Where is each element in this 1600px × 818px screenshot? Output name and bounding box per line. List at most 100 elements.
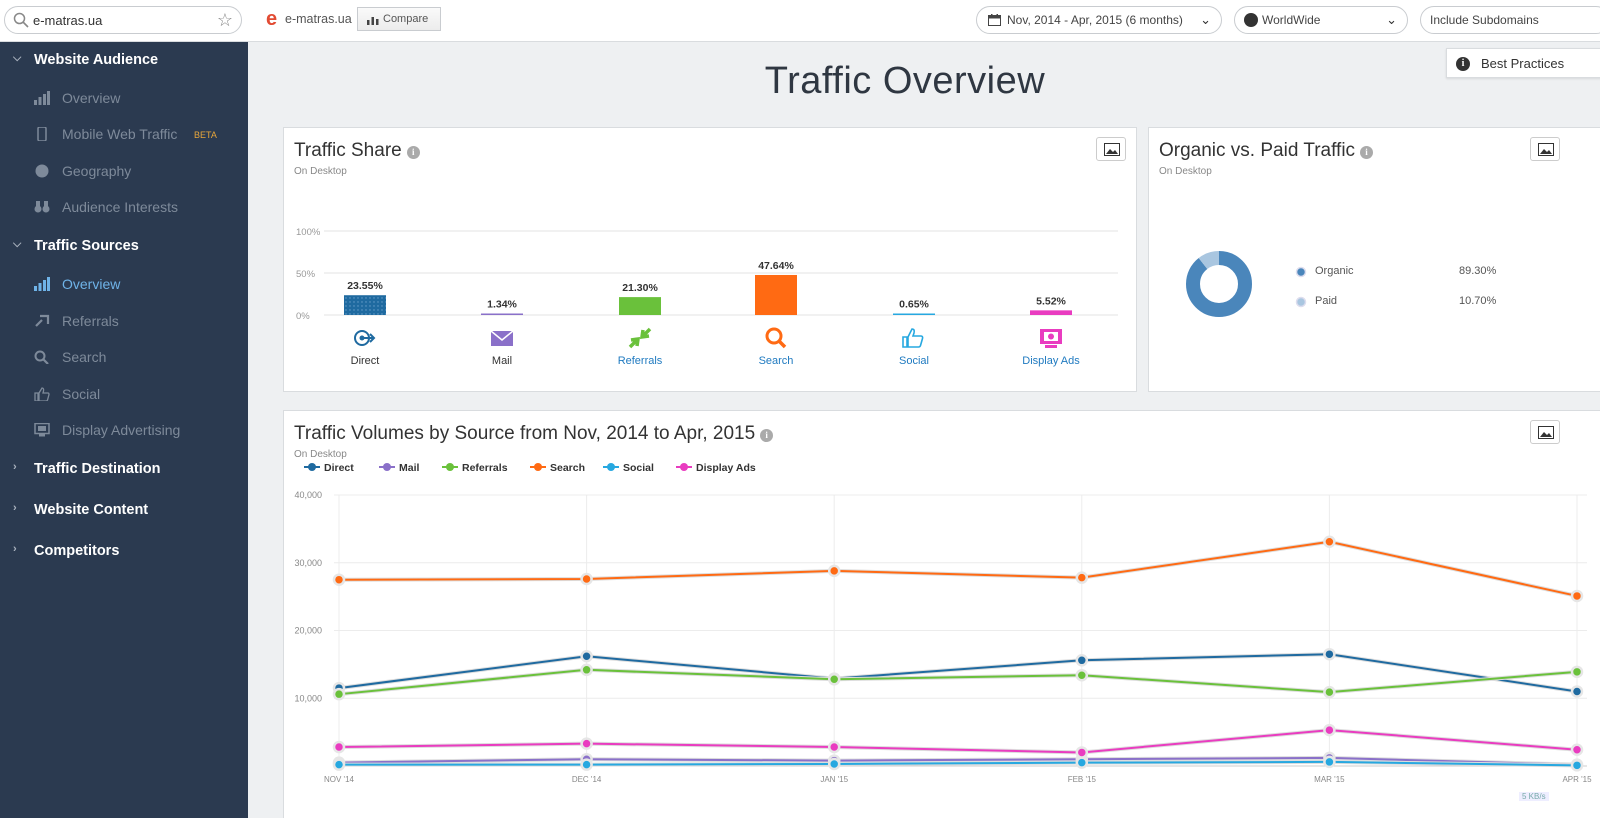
legend-label: Referrals	[462, 462, 508, 474]
series-line-search[interactable]	[338, 540, 1578, 597]
data-point[interactable]	[580, 663, 593, 677]
site-search-input[interactable]	[33, 10, 213, 30]
bar-mail[interactable]	[481, 313, 523, 316]
data-point[interactable]	[580, 572, 593, 586]
legend-item-mail[interactable]: Mail	[379, 462, 419, 474]
data-point[interactable]	[1570, 685, 1584, 698]
sidebar-item-audience-overview[interactable]: Overview	[0, 85, 248, 111]
source-label-social[interactable]: Social	[899, 355, 929, 367]
legend-item-social[interactable]: Social	[603, 462, 654, 474]
data-point[interactable]	[1075, 668, 1089, 682]
search-icon	[13, 12, 29, 28]
region-select[interactable]: WorldWide ⌄	[1234, 6, 1408, 34]
data-point[interactable]	[580, 737, 593, 750]
sidebar-item-geography[interactable]: Geography	[0, 158, 248, 184]
social-icon	[902, 328, 924, 348]
data-point[interactable]	[827, 673, 841, 686]
legend-item-display-ads[interactable]: Display Ads	[676, 462, 756, 474]
series-line-referrals[interactable]	[338, 668, 1578, 696]
data-point[interactable]	[1075, 746, 1089, 759]
bar-display-ads[interactable]	[1030, 310, 1072, 315]
legend-item-search[interactable]: Search	[530, 462, 585, 474]
site-search-box[interactable]: ☆	[4, 6, 242, 34]
bar-social[interactable]	[893, 313, 935, 316]
data-point[interactable]	[1075, 756, 1089, 769]
data-point[interactable]	[1075, 571, 1089, 584]
data-point[interactable]	[580, 649, 593, 663]
compare-button[interactable]: Compare	[357, 7, 441, 31]
y-tick-label: 20,000	[294, 626, 322, 636]
data-point[interactable]	[1075, 654, 1089, 667]
sidebar: ⌵ Website Audience Overview Mobile Web T…	[0, 42, 248, 818]
page-title: Traffic Overview	[764, 60, 1046, 102]
data-point[interactable]	[1323, 723, 1336, 737]
bar-value-label: 0.65%	[899, 299, 929, 311]
data-point[interactable]	[1323, 647, 1336, 661]
legend-item-direct[interactable]: Direct	[304, 462, 354, 474]
organic-paid-subtitle: On Desktop	[1159, 166, 1212, 177]
data-point[interactable]	[1570, 589, 1584, 603]
y-tick-label: 0%	[296, 311, 310, 322]
sidebar-item-sources-overview[interactable]: Overview	[0, 271, 248, 297]
sidebar-item-social[interactable]: Social	[0, 381, 248, 407]
source-label-referrals[interactable]: Referrals	[617, 355, 663, 367]
export-image-button[interactable]	[1096, 137, 1126, 161]
sidebar-item-audience-interests[interactable]: Audience Interests	[0, 194, 248, 220]
data-point[interactable]	[1570, 665, 1584, 679]
chevron-down-icon: ⌄	[1200, 12, 1211, 27]
sidebar-section-competitors[interactable]: › Competitors	[13, 543, 120, 559]
export-image-button[interactable]	[1530, 420, 1560, 444]
sidebar-section-website-audience[interactable]: ⌵ Website Audience	[13, 52, 159, 68]
legend-item-referrals[interactable]: Referrals	[442, 462, 508, 474]
legend-swatch	[379, 463, 395, 471]
data-point[interactable]	[332, 573, 346, 586]
source-label-mail[interactable]: Mail	[491, 355, 513, 367]
star-icon[interactable]: ☆	[216, 10, 233, 30]
info-icon[interactable]: i	[760, 429, 774, 442]
sidebar-section-traffic-sources[interactable]: ⌵ Traffic Sources	[13, 238, 139, 254]
donut-slice-paid[interactable]	[1186, 251, 1252, 317]
legend-swatch	[304, 463, 320, 471]
sidebar-section-website-content[interactable]: › Website Content	[13, 502, 149, 518]
series-line-direct[interactable]	[338, 653, 1578, 693]
data-point[interactable]	[1323, 755, 1336, 769]
sidebar-section-traffic-destination[interactable]: › Traffic Destination	[13, 461, 161, 477]
data-point[interactable]	[332, 687, 346, 701]
data-point[interactable]	[827, 757, 841, 771]
bar-referrals[interactable]	[619, 297, 661, 315]
chevron-down-icon: ⌵	[13, 238, 22, 250]
data-point[interactable]	[1323, 685, 1336, 699]
data-point[interactable]	[332, 758, 346, 771]
donut-slice-organic[interactable]	[1186, 251, 1252, 317]
data-point[interactable]	[332, 740, 346, 754]
source-label-direct[interactable]: Direct	[350, 355, 380, 367]
sidebar-item-display-advertising[interactable]: Display Advertising	[0, 417, 248, 443]
data-point[interactable]	[827, 564, 841, 578]
top-bar: ☆ e e-matras.ua Compare Nov, 2014 - Apr,…	[0, 0, 1600, 42]
info-icon[interactable]: i	[406, 146, 420, 159]
series-line-mail[interactable]	[338, 756, 1578, 766]
data-point[interactable]	[580, 758, 593, 771]
data-point[interactable]	[1570, 743, 1584, 756]
bar-chart-icon	[367, 17, 379, 25]
data-point[interactable]	[1323, 535, 1336, 548]
series-line-social[interactable]	[339, 760, 1578, 767]
bar-search[interactable]	[755, 274, 797, 315]
export-image-button[interactable]	[1530, 137, 1560, 161]
sidebar-item-referrals[interactable]: Referrals	[0, 308, 248, 334]
calendar-icon	[988, 14, 1001, 26]
source-label-search[interactable]: Search	[758, 355, 794, 367]
best-practices-button[interactable]: i Best Practices	[1446, 48, 1600, 78]
data-point[interactable]	[827, 740, 841, 754]
sidebar-item-search[interactable]: Search	[0, 344, 248, 370]
sidebar-item-mobile-web-traffic[interactable]: Mobile Web Traffic BETA	[0, 121, 248, 147]
source-label-display-ads[interactable]: Display Ads	[1022, 355, 1080, 367]
referrals-icon	[628, 327, 652, 349]
bar-direct[interactable]	[344, 295, 386, 315]
date-range-select[interactable]: Nov, 2014 - Apr, 2015 (6 months) ⌄	[976, 6, 1222, 34]
traffic-volumes-title: Traffic Volumes by Source from Nov, 2014…	[294, 423, 774, 445]
subdomains-toggle[interactable]: Include Subdomains	[1420, 6, 1600, 34]
info-icon[interactable]: i	[1360, 146, 1374, 159]
data-point[interactable]	[1570, 759, 1584, 772]
series-line-display-ads[interactable]	[338, 729, 1578, 754]
